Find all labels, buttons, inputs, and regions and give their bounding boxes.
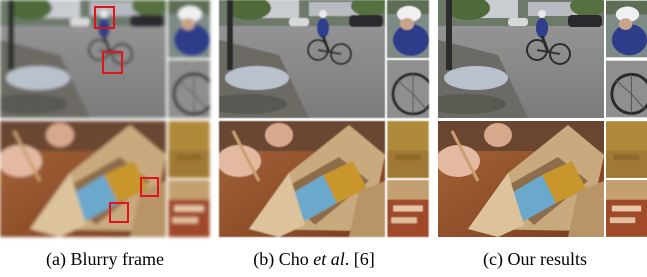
caption: (b) Cho et al. [6]	[253, 249, 375, 270]
caption-text: . [6]	[345, 249, 375, 269]
box-inset-bottom	[168, 180, 209, 237]
box-inset-top	[606, 121, 647, 178]
street-inset-bottom	[606, 61, 647, 118]
column-b	[207, 0, 433, 237]
caption-text: (b) Cho	[253, 249, 313, 270]
column-c	[426, 0, 647, 237]
box-image	[436, 121, 604, 237]
caption-italic: et al	[313, 249, 345, 269]
figure: (a) Blurry frame (b) Cho et al. [6] (c) …	[0, 0, 647, 277]
box-inset-top	[387, 121, 428, 178]
street-inset-top	[168, 0, 210, 58]
street-inset-bottom	[387, 60, 433, 118]
street-inset-top	[387, 0, 429, 58]
page: (a) Blurry frame (b) Cho et al. [6] (c) …	[0, 0, 647, 277]
box-inset-top	[168, 121, 209, 178]
street-image	[0, 0, 168, 118]
caption: (c) Our results	[483, 249, 587, 270]
caption-text: (c) Our results	[483, 249, 587, 270]
caption-text: (a) Blurry frame	[46, 249, 164, 270]
box-inset-bottom	[387, 180, 428, 237]
box-image	[217, 121, 385, 237]
box-inset-bottom	[606, 180, 647, 237]
street-image	[426, 0, 606, 118]
street-inset-bottom	[168, 60, 214, 118]
caption: (a) Blurry frame	[46, 249, 164, 270]
street-inset-top	[606, 1, 647, 58]
street-image	[207, 0, 387, 118]
column-a	[0, 0, 214, 237]
